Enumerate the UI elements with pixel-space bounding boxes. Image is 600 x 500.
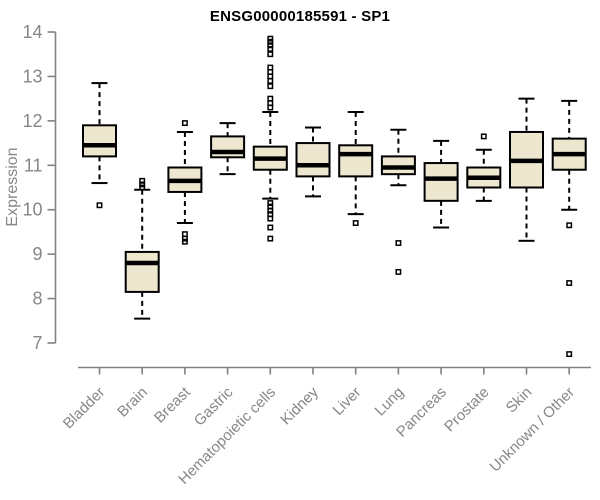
outlier-point [395,240,402,246]
boxplot-bladder [82,82,117,209]
x-category-label: Kidney [277,383,322,428]
x-category-label: Breast [151,383,194,426]
boxplot-unknown-other [551,99,587,358]
outlier-point [267,235,274,242]
outlier-point [267,45,274,52]
iqr-box [295,142,331,178]
outlier-point [139,177,146,184]
outlier-point [480,133,487,140]
outlier-point [181,120,188,127]
outlier-point [267,215,274,222]
y-tick-label: 14 [22,22,42,42]
chart-title: ENSG00000185591 - SP1 [209,8,391,25]
boxplot-skin [509,97,544,242]
boxplot-brain [124,177,160,320]
outlier-point [267,207,274,214]
x-category-label: Brain [114,384,151,421]
outlier-point [395,268,402,275]
y-tick-label: 9 [32,244,42,264]
outlier-point [96,202,103,209]
boxplot-pancreas [423,139,459,229]
x-category-label: Skin [503,384,536,417]
y-tick-label: 12 [22,111,42,131]
outlier-point [267,83,274,90]
outlier-point [181,235,188,242]
y-tick-label: 7 [32,333,42,353]
outlier-point [267,38,274,45]
y-tick-label: 8 [32,289,42,309]
boxplot-liver [338,110,374,226]
y-tick-label: 11 [24,155,43,175]
x-category-label: Lung [372,384,408,420]
outlier-point [267,42,274,49]
outlier-point [267,35,274,42]
boxplot-hematopoietic-cells [252,35,288,242]
boxplot-gastric [210,122,246,176]
y-tick-label: 13 [22,66,42,86]
iqr-box [82,124,117,158]
x-category-label: Bladder [60,384,109,433]
outlier-point [352,220,359,226]
outlier-point [267,77,274,84]
outlier-point [267,224,274,231]
boxplot-breast [167,120,203,245]
outlier-point [566,351,573,358]
y-tick-label: 10 [22,200,42,220]
boxplot-lung [380,128,416,275]
boxplot-prostate [466,133,502,202]
boxplot-kidney [295,126,331,198]
x-category-label: Liver [330,384,365,419]
iqr-box [423,162,459,202]
outlier-point [267,104,274,111]
outlier-point [267,51,274,58]
outlier-point [139,184,146,191]
outlier-point [139,181,146,188]
x-category-label: Prostate [441,384,493,436]
iqr-box [124,250,160,293]
outlier-point [181,238,188,245]
iqr-box [338,144,374,178]
outlier-point [566,222,573,229]
outlier-point [566,280,573,286]
outlier-point [267,200,274,207]
